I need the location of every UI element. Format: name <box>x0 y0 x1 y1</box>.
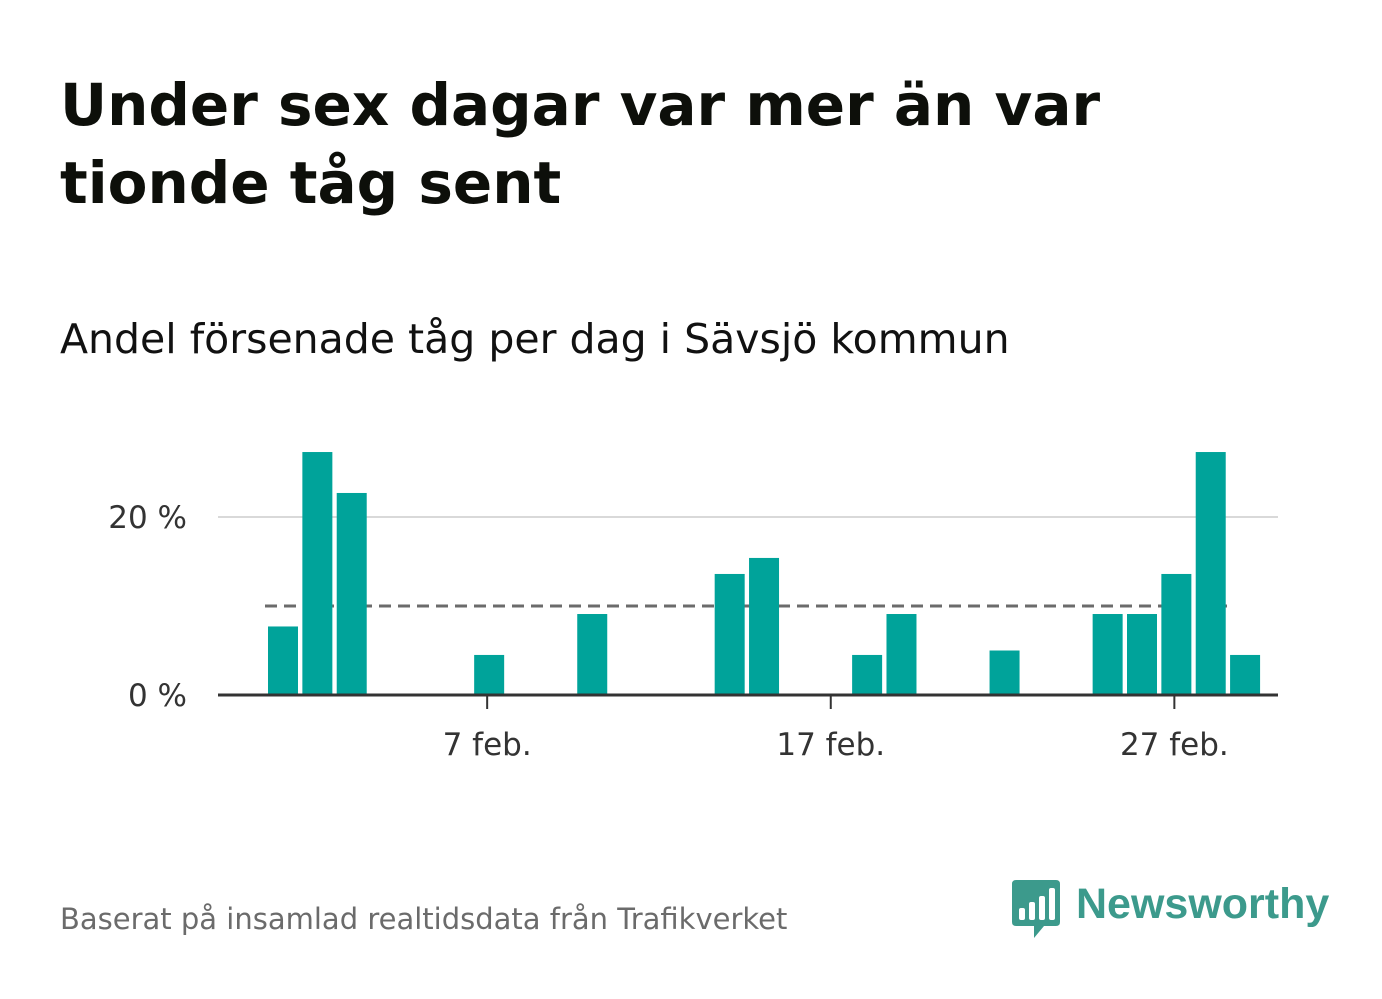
chart-subtitle: Andel försenade tåg per dag i Sävsjö kom… <box>60 315 1010 363</box>
bar <box>336 492 367 695</box>
source-note: Baserat på insamlad realtidsdata från Tr… <box>60 902 788 936</box>
bar-chart: 0 % 20 % 7 feb. 17 feb. 27 feb. <box>108 452 1278 763</box>
bar <box>749 557 780 695</box>
x-tick-label: 7 feb. <box>443 727 532 763</box>
brand-logo: Newsworthy <box>1010 878 1329 942</box>
y-tick-label: 0 % <box>128 678 187 714</box>
bar <box>852 654 883 695</box>
newsworthy-logo-icon <box>1012 880 1060 938</box>
bar <box>1230 654 1261 695</box>
brand-name: Newsworthy <box>1076 880 1330 928</box>
bar <box>474 654 505 695</box>
bar <box>577 614 608 695</box>
bar <box>714 573 745 695</box>
bar <box>1195 452 1226 695</box>
bar <box>989 650 1020 695</box>
chart-title: Under sex dagar var mer än var tionde tå… <box>60 71 1101 217</box>
bar <box>268 626 298 695</box>
bar <box>1161 573 1192 695</box>
bar <box>886 614 917 695</box>
y-tick-label: 20 % <box>108 500 187 536</box>
x-tick-label: 17 feb. <box>776 727 885 763</box>
bar <box>1127 614 1157 695</box>
x-tick-label: 27 feb. <box>1120 727 1229 763</box>
bar <box>302 452 333 695</box>
bar <box>1092 614 1123 695</box>
